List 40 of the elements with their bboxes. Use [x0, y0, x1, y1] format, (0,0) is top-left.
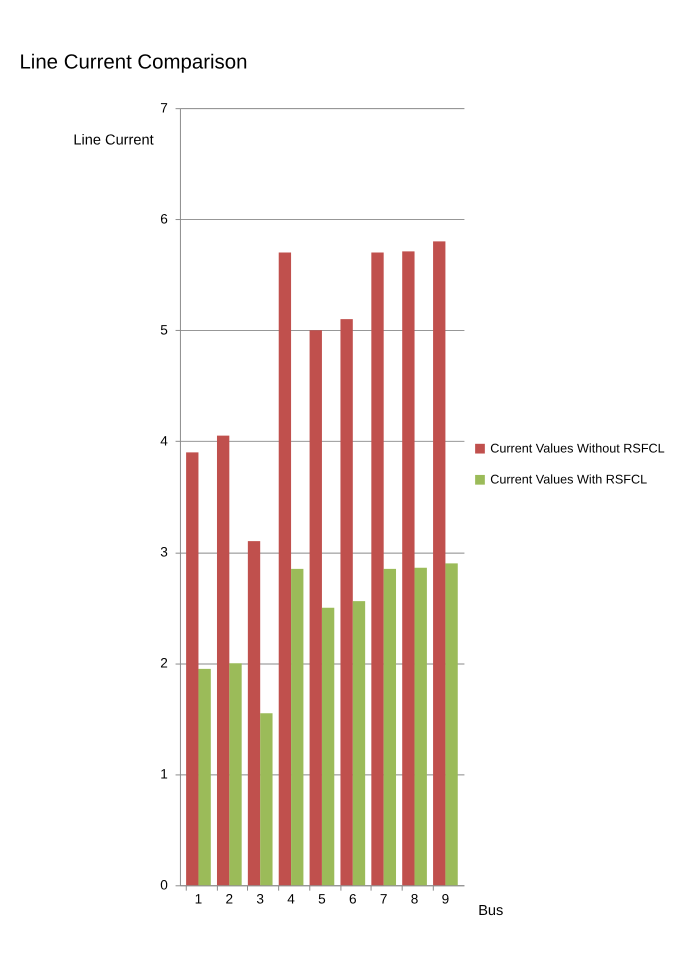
bar	[198, 668, 211, 886]
bar	[445, 563, 458, 886]
bar	[278, 252, 292, 886]
y-tick-label: 0	[160, 878, 168, 893]
x-tick-label: 3	[256, 891, 264, 906]
x-tick-label: 2	[226, 891, 234, 906]
x-tick-label: 8	[410, 891, 418, 906]
bar	[260, 713, 273, 886]
bar	[310, 330, 322, 886]
bar	[229, 663, 242, 886]
x-tick-label: 7	[380, 891, 388, 906]
chart-title: Line Current Comparison	[19, 51, 248, 74]
y-axis-title: Line Current	[73, 132, 154, 149]
bar	[291, 568, 304, 886]
y-tick-label: 6	[160, 212, 168, 227]
y-tick-label: 2	[160, 656, 168, 671]
bar	[402, 251, 415, 886]
x-tick-label: 1	[194, 891, 202, 906]
x-tick-label: 6	[349, 891, 357, 906]
bar	[384, 568, 396, 886]
y-tick-label: 3	[160, 544, 168, 560]
legend-label: Current Values Without RSFCL	[490, 442, 665, 456]
legend-label: Current Values With RSFCL	[490, 472, 648, 487]
x-tick-label: 9	[442, 891, 450, 906]
bar	[340, 319, 353, 886]
x-tick-label: 5	[318, 891, 326, 906]
bar	[371, 252, 384, 886]
x-tick-label: 4	[287, 891, 296, 906]
y-tick-label: 4	[160, 434, 168, 449]
y-tick-label: 1	[160, 766, 168, 782]
bar	[352, 601, 366, 886]
x-axis-title: Bus	[478, 902, 504, 919]
y-tick-label: 7	[160, 100, 168, 116]
bar	[322, 608, 334, 886]
bar	[216, 436, 230, 886]
y-tick-label: 5	[160, 322, 168, 338]
bar	[186, 452, 198, 886]
bar	[248, 541, 260, 886]
bar	[433, 241, 446, 886]
bar	[414, 568, 427, 886]
